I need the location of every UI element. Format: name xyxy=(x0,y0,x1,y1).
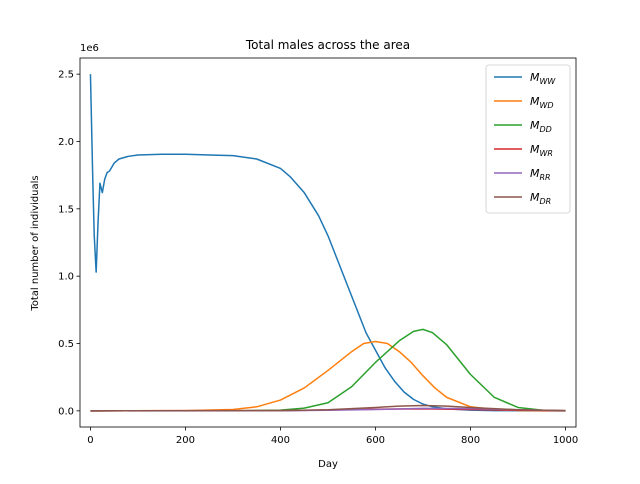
x-tick-label: 0 xyxy=(87,435,93,446)
legend-label-rr: MRR xyxy=(530,167,551,182)
x-tick-label: 400 xyxy=(271,435,290,446)
legend-label-wd: MWD xyxy=(530,95,554,110)
x-tick-label: 200 xyxy=(176,435,195,446)
y-tick-label: 2.5 xyxy=(58,70,74,81)
x-tick-label: 1000 xyxy=(553,435,578,446)
legend-label-wr: MWR xyxy=(530,143,553,158)
y-tick-label: 0.0 xyxy=(58,406,74,417)
plot-frame xyxy=(79,57,577,428)
x-axis-label: Day xyxy=(318,459,338,470)
y-axis-ticks: 0.0 0.5 1.0 1.5 2.0 2.5 xyxy=(58,70,80,417)
y-tick-label: 1.0 xyxy=(58,272,74,283)
series-line-wd xyxy=(90,340,566,412)
y-tick-label: 0.5 xyxy=(58,339,74,350)
series-line-ww xyxy=(89,74,566,412)
legend: MWW MWD MDD MWR MRR MDR xyxy=(485,64,571,214)
y-tick-label: 2.0 xyxy=(58,137,74,148)
chart-title: Total males across the area xyxy=(245,38,410,52)
y-scale-offset: 1e6 xyxy=(80,43,99,54)
series-line-dd xyxy=(90,328,566,412)
y-tick-label: 1.5 xyxy=(58,204,74,215)
legend-label-ww: MWW xyxy=(530,71,556,86)
x-tick-label: 800 xyxy=(461,435,480,446)
plot-series xyxy=(89,74,566,412)
legend-box xyxy=(485,64,571,214)
legend-label-dr: MDR xyxy=(530,191,551,206)
legend-label-dd: MDD xyxy=(530,119,552,134)
y-axis-label: Total number of individuals xyxy=(30,175,41,311)
series-line-dr xyxy=(90,404,566,412)
x-tick-label: 600 xyxy=(366,435,385,446)
x-axis-ticks: 0 200 400 600 800 1000 xyxy=(87,427,578,446)
